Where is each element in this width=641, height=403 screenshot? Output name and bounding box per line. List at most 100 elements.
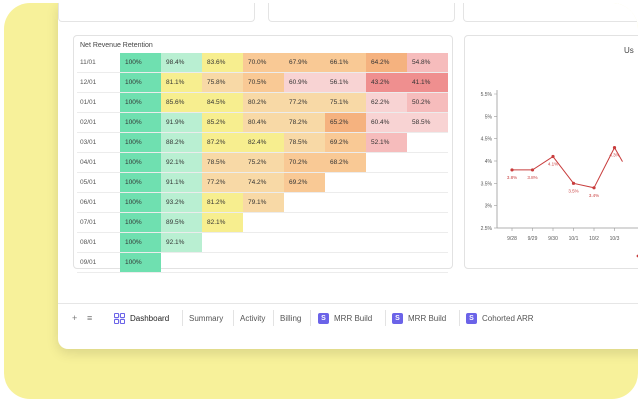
retention-cell[interactable]: 84.5% [202, 92, 243, 113]
retention-cell[interactable]: 62.2% [366, 92, 407, 113]
retention-cell[interactable]: 69.2% [284, 172, 325, 193]
retention-cell[interactable]: 74.2% [243, 172, 284, 193]
empty-cell[interactable] [284, 192, 325, 213]
retention-cell[interactable]: 100% [120, 212, 161, 233]
retention-cell[interactable]: 92.1% [161, 152, 202, 173]
kpi-card[interactable] [463, 3, 638, 22]
empty-cell[interactable] [366, 172, 407, 193]
retention-cell[interactable]: 100% [120, 72, 161, 93]
retention-cell[interactable]: 78.2% [284, 112, 325, 133]
empty-cell[interactable] [284, 212, 325, 233]
retention-cell[interactable]: 85.6% [161, 92, 202, 113]
add-sheet-button[interactable]: + [72, 313, 78, 323]
empty-cell[interactable] [407, 152, 448, 173]
retention-cell[interactable]: 60.4% [366, 112, 407, 133]
empty-cell[interactable] [407, 132, 448, 153]
retention-cell[interactable]: 80.2% [243, 92, 284, 113]
retention-cell[interactable]: 68.2% [325, 152, 366, 173]
empty-cell[interactable] [366, 212, 407, 233]
kpi-card[interactable] [268, 3, 455, 22]
retention-cell[interactable]: 41.1% [407, 72, 448, 93]
retention-cell[interactable]: 56.1% [325, 72, 366, 93]
retention-cell[interactable]: 78.5% [284, 132, 325, 153]
retention-cell[interactable]: 100% [120, 192, 161, 213]
retention-cell[interactable]: 85.2% [202, 112, 243, 133]
retention-cell[interactable]: 100% [120, 172, 161, 193]
retention-cell[interactable]: 100% [120, 53, 161, 73]
retention-cell[interactable]: 70.5% [243, 72, 284, 93]
retention-cell[interactable]: 52.1% [366, 132, 407, 153]
retention-cell[interactable]: 89.5% [161, 212, 202, 233]
retention-cell[interactable]: 87.2% [202, 132, 243, 153]
empty-cell[interactable] [284, 252, 325, 273]
empty-cell[interactable] [325, 232, 366, 253]
empty-cell[interactable] [161, 252, 202, 273]
empty-cell[interactable] [407, 212, 448, 233]
tab-activity[interactable]: Activity [240, 304, 265, 332]
retention-cell[interactable]: 91.9% [161, 112, 202, 133]
sheet-menu-button[interactable]: ≡ [87, 313, 93, 323]
empty-cell[interactable] [407, 172, 448, 193]
retention-cell[interactable]: 67.9% [284, 53, 325, 73]
empty-cell[interactable] [325, 212, 366, 233]
retention-cell[interactable]: 91.1% [161, 172, 202, 193]
retention-cell[interactable]: 54.8% [407, 53, 448, 73]
retention-cell[interactable]: 70.2% [284, 152, 325, 173]
empty-cell[interactable] [366, 232, 407, 253]
tab-mrr-build[interactable]: S MRR Build [318, 304, 372, 332]
tab-summary[interactable]: Summary [189, 304, 223, 332]
retention-cell[interactable]: 100% [120, 152, 161, 173]
empty-cell[interactable] [407, 192, 448, 213]
retention-cell[interactable]: 65.2% [325, 112, 366, 133]
retention-cell[interactable]: 75.8% [202, 72, 243, 93]
retention-cell[interactable]: 80.4% [243, 112, 284, 133]
tab-cohorted-arr[interactable]: S Cohorted ARR [466, 304, 534, 332]
retention-cell[interactable]: 93.2% [161, 192, 202, 213]
retention-cell[interactable]: 100% [120, 232, 161, 253]
retention-cell[interactable]: 98.4% [161, 53, 202, 73]
retention-cell[interactable]: 75.1% [325, 92, 366, 113]
retention-cell[interactable]: 50.2% [407, 92, 448, 113]
empty-cell[interactable] [407, 232, 448, 253]
retention-cell[interactable]: 100% [120, 92, 161, 113]
retention-cell[interactable]: 69.2% [325, 132, 366, 153]
empty-cell[interactable] [202, 232, 243, 253]
retention-cell[interactable]: 60.9% [284, 72, 325, 93]
retention-cell[interactable]: 64.2% [366, 53, 407, 73]
tab-dashboard[interactable]: Dashboard [114, 304, 169, 332]
empty-cell[interactable] [243, 212, 284, 233]
retention-cell[interactable]: 88.2% [161, 132, 202, 153]
retention-cell[interactable]: 75.2% [243, 152, 284, 173]
retention-cell[interactable]: 66.1% [325, 53, 366, 73]
tab-mrr-build-2[interactable]: S MRR Build [392, 304, 446, 332]
retention-cell[interactable]: 78.5% [202, 152, 243, 173]
empty-cell[interactable] [366, 192, 407, 213]
retention-cell[interactable]: 58.5% [407, 112, 448, 133]
retention-cell[interactable]: 77.2% [202, 172, 243, 193]
empty-cell[interactable] [366, 152, 407, 173]
empty-cell[interactable] [284, 232, 325, 253]
retention-cell[interactable]: 43.2% [366, 72, 407, 93]
empty-cell[interactable] [243, 232, 284, 253]
kpi-card[interactable] [58, 3, 255, 22]
retention-cell[interactable]: 100% [120, 252, 161, 273]
empty-cell[interactable] [366, 252, 407, 273]
empty-cell[interactable] [325, 252, 366, 273]
retention-cell[interactable]: 79.1% [243, 192, 284, 213]
retention-cell[interactable]: 81.1% [161, 72, 202, 93]
empty-cell[interactable] [243, 252, 284, 273]
tab-billing[interactable]: Billing [280, 304, 301, 332]
retention-cell[interactable]: 100% [120, 132, 161, 153]
retention-cell[interactable]: 77.2% [284, 92, 325, 113]
empty-cell[interactable] [407, 252, 448, 273]
retention-cell[interactable]: 82.4% [243, 132, 284, 153]
retention-cell[interactable]: 70.0% [243, 53, 284, 73]
retention-cell[interactable]: 100% [120, 112, 161, 133]
empty-cell[interactable] [202, 252, 243, 273]
retention-cell[interactable]: 92.1% [161, 232, 202, 253]
retention-cell[interactable]: 83.6% [202, 53, 243, 73]
empty-cell[interactable] [325, 172, 366, 193]
empty-cell[interactable] [325, 192, 366, 213]
retention-cell[interactable]: 81.2% [202, 192, 243, 213]
retention-cell[interactable]: 82.1% [202, 212, 243, 233]
